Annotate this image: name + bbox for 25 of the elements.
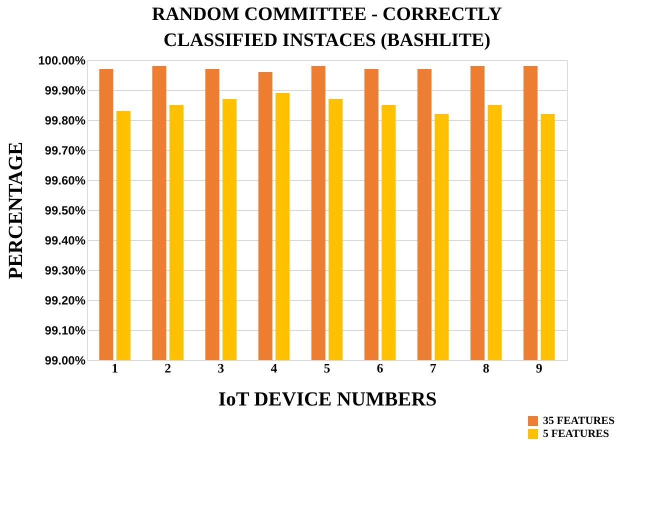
legend-label: 35 FEATURES <box>543 415 615 427</box>
x-tick-label: 4 <box>270 360 278 376</box>
x-tick-label: 5 <box>324 360 331 376</box>
legend-label: 5 FEATURES <box>543 428 610 440</box>
x-tick-label: 3 <box>218 360 225 376</box>
x-tick-label: 1 <box>112 360 118 376</box>
y-tick-label: 99.00% <box>44 354 86 368</box>
x-tick-label: 8 <box>482 360 490 376</box>
x-tick-label: 9 <box>536 360 543 376</box>
y-tick-label: 99.40% <box>44 234 86 248</box>
chart-title: RANDOM COMMITTEE - CORRECTLY CLASSIFIED INSTACES (BASHLITE) <box>152 4 502 51</box>
x-tick-label: 7 <box>430 360 437 376</box>
y-tick-label: 99.90% <box>44 84 86 98</box>
y-tick-label: 99.70% <box>44 144 86 158</box>
y-tick-label: 99.80% <box>44 114 86 128</box>
x-tick-label: 2 <box>164 360 172 376</box>
x-tick-label: 6 <box>376 360 384 376</box>
y-axis-title: PERCENTAGE <box>5 142 28 280</box>
y-tick-label: 99.10% <box>44 324 86 338</box>
y-tick-label: 100.00% <box>38 54 86 68</box>
y-tick-label: 99.30% <box>44 264 86 278</box>
x-axis-title: IoT DEVICE NUMBERS <box>218 388 437 410</box>
y-tick-label: 99.60% <box>44 174 86 188</box>
y-tick-label: 99.20% <box>44 294 86 308</box>
y-tick-label: 99.50% <box>44 204 86 218</box>
